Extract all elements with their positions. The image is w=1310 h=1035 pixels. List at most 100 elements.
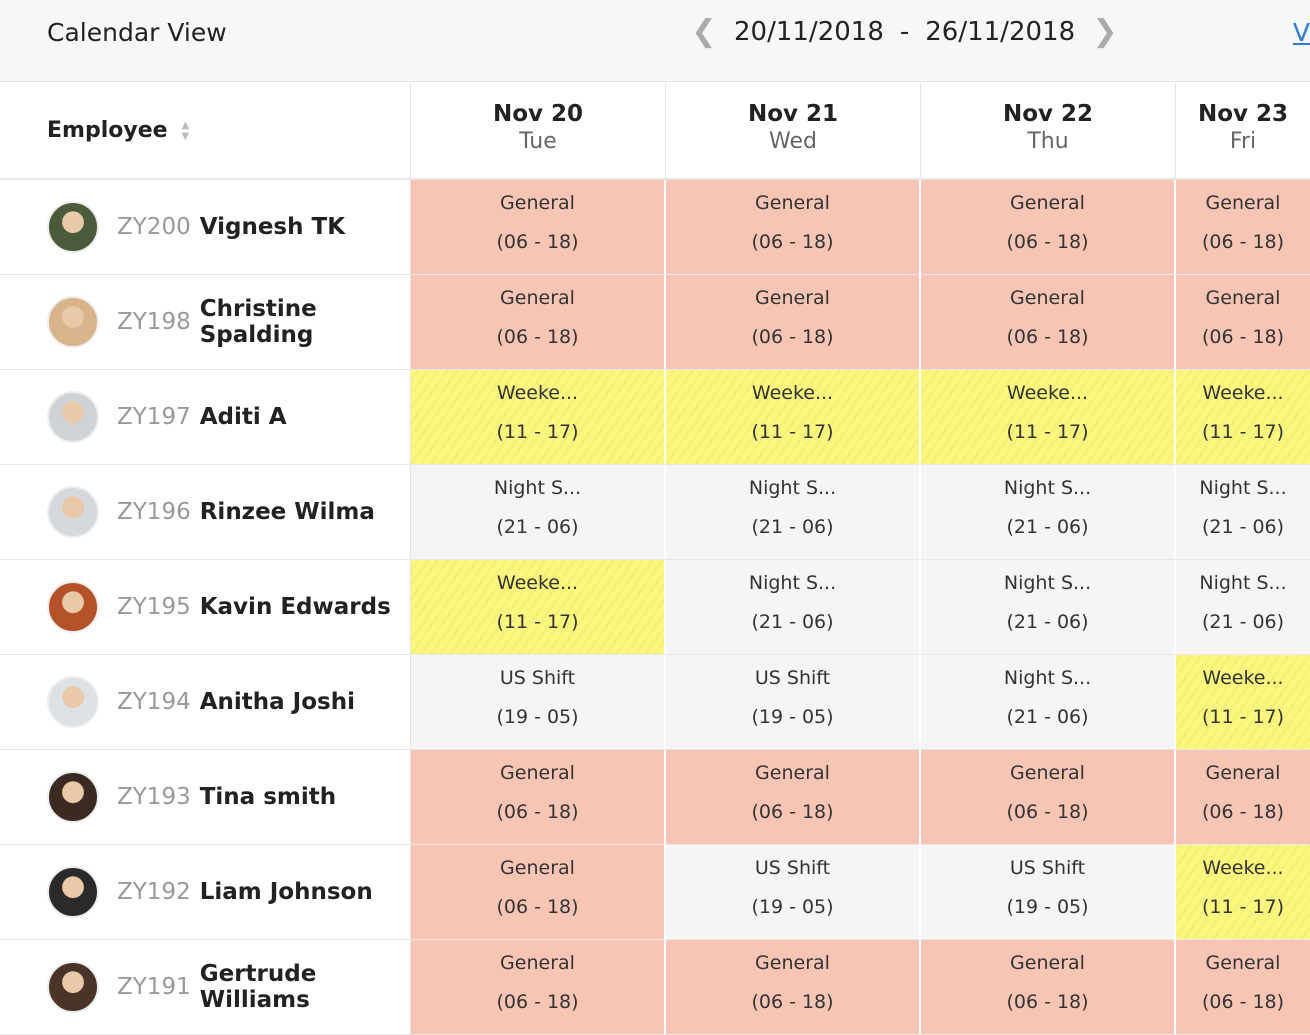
employee-name: Liam Johnson bbox=[199, 879, 373, 905]
avatar bbox=[47, 201, 99, 253]
header-row: Employee ▲ ▼ Nov 20 Tue Nov 21 Wed Nov 22 Thu N… bbox=[0, 83, 1310, 180]
shift-cell[interactable]: Weeke... (11 - 17) bbox=[411, 560, 666, 654]
employee-cell[interactable]: ZY192 Liam Johnson bbox=[0, 845, 411, 939]
shift-cell[interactable]: Weeke... (11 - 17) bbox=[1176, 370, 1310, 464]
employee-cell[interactable]: ZY191 Gertrude Williams bbox=[0, 940, 411, 1034]
employee-cell[interactable]: ZY193 Tina smith bbox=[0, 750, 411, 844]
shift-name: General bbox=[755, 192, 830, 214]
shift-name: Night S... bbox=[1199, 572, 1287, 594]
shift-cell[interactable]: General (06 - 18) bbox=[411, 275, 666, 369]
shift-cell[interactable]: General (06 - 18) bbox=[411, 750, 666, 844]
sort-icon[interactable]: ▲ ▼ bbox=[181, 119, 190, 142]
shift-cell[interactable]: General (06 - 18) bbox=[1176, 750, 1310, 844]
shift-cell[interactable]: Night S... (21 - 06) bbox=[1176, 465, 1310, 559]
employee-cell[interactable]: ZY200 Vignesh TK bbox=[0, 180, 411, 274]
shift-cell[interactable]: General (06 - 18) bbox=[666, 275, 921, 369]
day-header: Nov 23 Fri bbox=[1176, 83, 1310, 178]
shift-name: Weeke... bbox=[496, 572, 579, 594]
shift-name: Weeke... bbox=[751, 382, 834, 404]
shift-name: General bbox=[500, 857, 575, 879]
employee-cell[interactable]: ZY197 Aditi A bbox=[0, 370, 411, 464]
chevron-left-icon[interactable]: ❮ bbox=[691, 14, 717, 49]
shift-time: (06 - 18) bbox=[1006, 231, 1089, 253]
employee-code: ZY193 bbox=[117, 784, 191, 810]
shift-name: General bbox=[755, 762, 830, 784]
shift-time: (19 - 05) bbox=[1006, 896, 1089, 918]
shift-name: Night S... bbox=[1003, 667, 1092, 689]
shift-cell[interactable]: Weeke... (11 - 17) bbox=[411, 370, 666, 464]
day-header: Nov 21 Wed bbox=[666, 83, 921, 178]
view-link[interactable]: V bbox=[1292, 18, 1310, 47]
shift-time: (06 - 18) bbox=[496, 326, 579, 348]
employee-name: Anitha Joshi bbox=[199, 689, 355, 715]
employee-cell[interactable]: ZY198 Christine Spalding bbox=[0, 275, 411, 369]
table-row: ZY196 Rinzee Wilma Night S... (21 - 06) Nigh… bbox=[0, 465, 1310, 560]
shift-name: Night S... bbox=[493, 477, 582, 499]
shift-cell[interactable]: Weeke... (11 - 17) bbox=[1176, 845, 1310, 939]
table-row: ZY191 Gertrude Williams General (06 - 18) Ge… bbox=[0, 940, 1310, 1035]
employee-cell[interactable]: ZY195 Kavin Edwards bbox=[0, 560, 411, 654]
table-row: ZY197 Aditi A Weeke... (11 - 17) Weeke... (11… bbox=[0, 370, 1310, 465]
shift-time: (21 - 06) bbox=[1006, 516, 1089, 538]
shift-time: (21 - 06) bbox=[1006, 706, 1089, 728]
shift-cell[interactable]: Night S... (21 - 06) bbox=[921, 560, 1176, 654]
shift-time: (21 - 06) bbox=[496, 516, 579, 538]
shift-time: (06 - 18) bbox=[751, 326, 834, 348]
shift-cell[interactable]: General (06 - 18) bbox=[921, 180, 1176, 274]
employee-code: ZY194 bbox=[117, 689, 191, 715]
shift-cell[interactable]: US Shift (19 - 05) bbox=[666, 845, 921, 939]
shift-name: Night S... bbox=[748, 477, 837, 499]
shift-cell[interactable]: Weeke... (11 - 17) bbox=[1176, 655, 1310, 749]
table-row: ZY193 Tina smith General (06 - 18) General (0… bbox=[0, 750, 1310, 845]
shift-time: (11 - 17) bbox=[496, 421, 579, 443]
chevron-right-icon[interactable]: ❯ bbox=[1092, 14, 1118, 49]
shift-name: General bbox=[1205, 192, 1281, 214]
shift-cell[interactable]: General (06 - 18) bbox=[411, 180, 666, 274]
shift-cell[interactable]: Weeke... (11 - 17) bbox=[666, 370, 921, 464]
avatar bbox=[47, 866, 99, 918]
avatar bbox=[47, 771, 99, 823]
shift-time: (11 - 17) bbox=[496, 611, 579, 633]
shift-cell[interactable]: Night S... (21 - 06) bbox=[921, 655, 1176, 749]
shift-time: (21 - 06) bbox=[1201, 611, 1285, 633]
shift-cell[interactable]: Night S... (21 - 06) bbox=[921, 465, 1176, 559]
shift-time: (06 - 18) bbox=[496, 231, 579, 253]
shift-cell[interactable]: Night S... (21 - 06) bbox=[411, 465, 666, 559]
shift-name: General bbox=[500, 287, 575, 309]
shift-time: (06 - 18) bbox=[751, 231, 834, 253]
shift-time: (11 - 17) bbox=[1006, 421, 1089, 443]
shift-cell[interactable]: General (06 - 18) bbox=[411, 845, 666, 939]
shift-cell[interactable]: General (06 - 18) bbox=[666, 940, 921, 1034]
day-weekday: Fri bbox=[1229, 129, 1257, 154]
employee-code: ZY195 bbox=[117, 594, 191, 620]
shift-cell[interactable]: General (06 - 18) bbox=[921, 940, 1176, 1034]
shift-cell[interactable]: Night S... (21 - 06) bbox=[666, 560, 921, 654]
shift-time: (06 - 18) bbox=[1006, 326, 1089, 348]
shift-cell[interactable]: Night S... (21 - 06) bbox=[1176, 560, 1310, 654]
shift-cell[interactable]: Weeke... (11 - 17) bbox=[921, 370, 1176, 464]
day-date: Nov 23 bbox=[1197, 101, 1289, 127]
shift-cell[interactable]: US Shift (19 - 05) bbox=[921, 845, 1176, 939]
page-title: Calendar View bbox=[47, 18, 227, 47]
employee-cell[interactable]: ZY194 Anitha Joshi bbox=[0, 655, 411, 749]
shift-cell[interactable]: US Shift (19 - 05) bbox=[666, 655, 921, 749]
employee-cell[interactable]: ZY196 Rinzee Wilma bbox=[0, 465, 411, 559]
shift-time: (06 - 18) bbox=[496, 991, 579, 1013]
table-row: ZY194 Anitha Joshi US Shift (19 - 05) US Shi… bbox=[0, 655, 1310, 750]
shift-cell[interactable]: US Shift (19 - 05) bbox=[411, 655, 666, 749]
shift-cell[interactable]: General (06 - 18) bbox=[1176, 275, 1310, 369]
shift-cell[interactable]: General (06 - 18) bbox=[921, 275, 1176, 369]
avatar bbox=[47, 676, 99, 728]
shift-cell[interactable]: General (06 - 18) bbox=[1176, 180, 1310, 274]
shift-cell[interactable]: General (06 - 18) bbox=[921, 750, 1176, 844]
shift-cell[interactable]: General (06 - 18) bbox=[1176, 940, 1310, 1034]
shift-cell[interactable]: General (06 - 18) bbox=[666, 180, 921, 274]
employee-column-header[interactable]: Employee ▲ ▼ bbox=[0, 83, 411, 178]
shift-name: Weeke... bbox=[496, 382, 579, 404]
employee-code: ZY197 bbox=[117, 404, 191, 430]
shift-cell[interactable]: Night S... (21 - 06) bbox=[666, 465, 921, 559]
toolbar: Calendar View ❮ 20/11/2018 - 26/11/2018 … bbox=[0, 0, 1310, 82]
shift-cell[interactable]: General (06 - 18) bbox=[411, 940, 666, 1034]
shift-cell[interactable]: General (06 - 18) bbox=[666, 750, 921, 844]
employee-name: Gertrude Williams bbox=[199, 961, 317, 1013]
